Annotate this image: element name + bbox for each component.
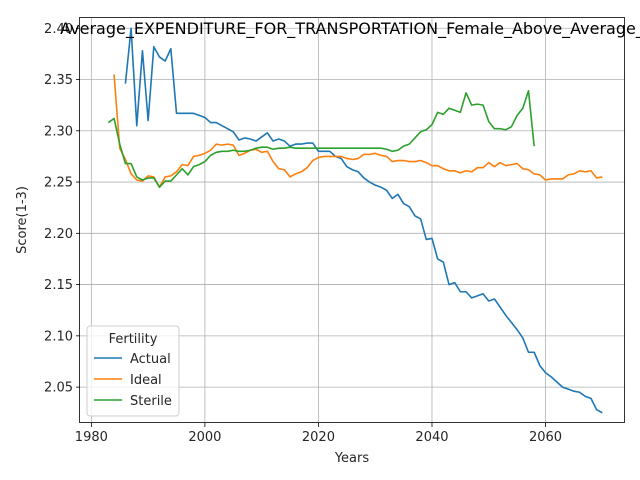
series-line-sterile xyxy=(107,90,535,188)
x-tick-label: 2000 xyxy=(188,430,221,445)
y-tick-label: 2.05 xyxy=(44,381,73,396)
series-line-actual xyxy=(124,27,603,414)
legend-label-sterile: Sterile xyxy=(130,394,172,409)
chart-title: Average_EXPENDITURE_FOR_TRANSPORTATION_F… xyxy=(60,19,640,39)
y-tick-label: 2.30 xyxy=(44,124,73,139)
legend-entries: Actual Ideal Sterile xyxy=(94,352,172,409)
legend: Fertility Actual Ideal Sterile xyxy=(86,325,180,417)
x-tick-label: 2020 xyxy=(302,430,335,445)
x-tick-label: 2060 xyxy=(529,430,562,445)
x-axis-label: Years xyxy=(334,451,370,466)
y-tick-label: 2.40 xyxy=(44,22,73,37)
y-tick-label: 2.15 xyxy=(44,278,73,293)
y-tick-label: 2.10 xyxy=(44,329,73,344)
y-axis-label: Score(1-3) xyxy=(15,186,30,254)
y-tick-label: 2.25 xyxy=(44,176,73,191)
legend-title: Fertility xyxy=(109,332,158,347)
x-tick-label: 2040 xyxy=(415,430,448,445)
legend-label-actual: Actual xyxy=(130,352,171,367)
gridlines xyxy=(80,18,625,423)
plot-frame xyxy=(79,17,625,423)
y-tick-label: 2.20 xyxy=(44,227,73,242)
series-lines xyxy=(107,27,603,414)
y-tick-label: 2.35 xyxy=(44,73,73,88)
legend-label-ideal: Ideal xyxy=(130,373,162,388)
axis-ticks: 1980 2000 2020 2040 2060 2.05 2.10 2.15 2.20 2.25… xyxy=(44,22,562,445)
series-line-ideal xyxy=(113,74,603,188)
x-tick-label: 1980 xyxy=(75,430,108,445)
legend-box xyxy=(86,325,180,417)
